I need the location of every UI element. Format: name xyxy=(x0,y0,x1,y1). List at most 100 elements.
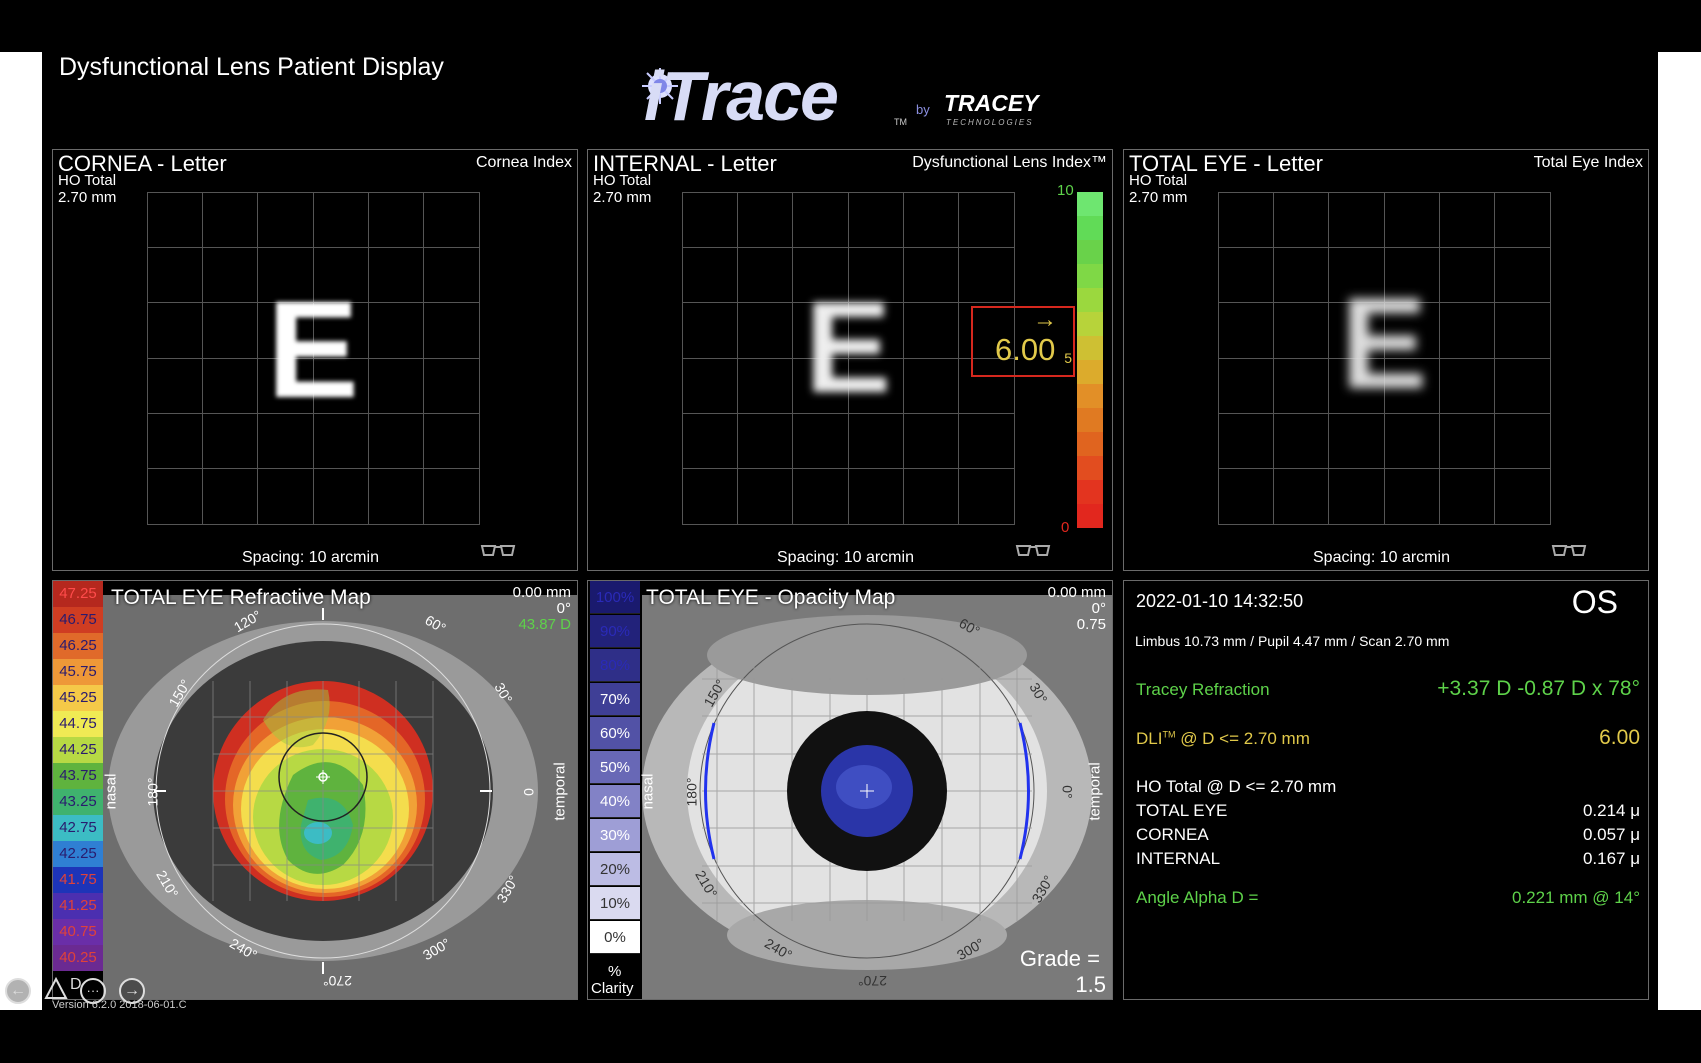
ho-row-label: INTERNAL xyxy=(1136,849,1221,868)
angle-0: 0° xyxy=(1059,785,1076,799)
map-value: 0.75 xyxy=(1076,616,1106,633)
exam-datetime: 2022-01-10 14:32:50 xyxy=(1136,591,1304,611)
dli-scale-segment xyxy=(1077,480,1103,504)
triangle-icon[interactable] xyxy=(44,977,68,1001)
psf-grid: E xyxy=(682,192,1015,525)
dli-scale-segment xyxy=(1077,408,1103,432)
dli-label-text: DLI xyxy=(1136,729,1163,748)
dli-scale-segment xyxy=(1077,264,1103,288)
map-diameter: 0.00 mm xyxy=(1047,584,1106,601)
angle-270: 270° xyxy=(323,973,352,989)
grade-value: 1.5 xyxy=(1075,972,1106,997)
version-label: Version 6.2.0 2018-06-01.C xyxy=(52,999,187,1011)
clarity-scale-cell: 80% xyxy=(590,649,640,682)
ho-row-value: 0.057 μ xyxy=(1582,825,1640,844)
clarity-scale-cell: 20% xyxy=(590,853,640,886)
angle-270: 270° xyxy=(858,973,887,989)
map-diameter: 0.00 mm xyxy=(512,584,571,601)
cornea-letter-panel: CORNEA - Letter HO Total 2.70 mm Cornea … xyxy=(52,149,578,571)
letter-e: E xyxy=(267,273,359,427)
left-margin xyxy=(0,52,42,1010)
clarity-scale: 100% 90% 80% 70% 60% 50% 40% 30% 20% 10% 0% xyxy=(590,581,640,961)
dli-scale-segment xyxy=(1077,456,1103,480)
spacing-label: Spacing: 10 arcmin xyxy=(777,549,914,566)
brand-text: TRACEY xyxy=(944,90,1039,116)
ho-row-label: TOTAL EYE xyxy=(1136,801,1228,820)
refractive-scale-cell: 46.75 xyxy=(53,607,103,633)
dli-summary-value: 6.00 xyxy=(1599,726,1640,749)
clarity-unit: % xyxy=(608,963,622,980)
dli-scale-top-label: 10 xyxy=(1057,182,1074,199)
arrow-left-icon[interactable]: ← xyxy=(5,978,31,1004)
arrow-right-icon[interactable]: → xyxy=(119,978,145,1004)
dli-scale-segment xyxy=(1077,336,1103,360)
dli-value: 6.00 xyxy=(995,332,1056,367)
dli-index-label: Dysfunctional Lens Index™ xyxy=(912,154,1107,171)
dli-scale-bottom-label: 0 xyxy=(1061,519,1070,536)
summary-panel: 2022-01-10 14:32:50 OS Limbus 10.73 mm /… xyxy=(1123,580,1649,1000)
logo-by: by xyxy=(916,102,930,117)
dli-scale-segment xyxy=(1077,360,1103,384)
clarity-scale-cell: 60% xyxy=(590,717,640,750)
dli-scale-segment xyxy=(1077,192,1103,216)
panel-diameter: 2.70 mm xyxy=(58,189,117,206)
dli-label-rest: @ D <= 2.70 mm xyxy=(1175,729,1310,748)
angle-alpha-label: Angle Alpha D = xyxy=(1136,888,1259,907)
angle-180: 180° xyxy=(144,777,161,807)
clarity-label: Clarity xyxy=(591,980,634,997)
dli-value-box: → 6.00 5 xyxy=(971,306,1075,377)
panel-subtitle: HO Total xyxy=(58,172,117,189)
grade-label: Grade = xyxy=(1019,946,1100,971)
angle-alpha-value: 0.221 mm @ 14° xyxy=(1512,888,1640,907)
refractive-scale-cell: 44.75 xyxy=(53,711,103,737)
angle-180: 180° xyxy=(683,777,700,807)
spacing-label: Spacing: 10 arcmin xyxy=(242,549,379,566)
clarity-scale-cell: 10% xyxy=(590,887,640,920)
map-angle: 0° xyxy=(1091,600,1106,617)
dli-scale-segment xyxy=(1077,312,1103,336)
refractive-scale-cell: 44.25 xyxy=(53,737,103,763)
clarity-scale-cell: 30% xyxy=(590,819,640,852)
refractive-map-title: TOTAL EYE Refractive Map xyxy=(111,586,371,609)
refractive-scale-cell: 45.75 xyxy=(53,659,103,685)
ho-row-value: 0.214 μ xyxy=(1582,801,1640,820)
ho-total-label: HO Total @ D <= 2.70 mm xyxy=(1136,777,1337,796)
glasses-icon[interactable] xyxy=(1551,542,1587,560)
glasses-icon[interactable] xyxy=(1015,542,1051,560)
dli-scale-segment xyxy=(1077,504,1103,528)
dli-scale-segment xyxy=(1077,216,1103,240)
refraction-value: +3.37 D -0.87 D x 78° xyxy=(1437,677,1640,700)
total-eye-letter-panel: TOTAL EYE - Letter HO Total 2.70 mm Tota… xyxy=(1123,149,1649,571)
clarity-scale-cell: 100% xyxy=(590,581,640,614)
refractive-scale-cell: 43.75 xyxy=(53,763,103,789)
more-icon[interactable]: ··· xyxy=(80,978,106,1004)
app-title: Dysfunctional Lens Patient Display xyxy=(59,53,444,81)
spacing-label: Spacing: 10 arcmin xyxy=(1313,549,1450,566)
refractive-scale-cell: 40.25 xyxy=(53,945,103,971)
hidden-label: D xyxy=(70,976,82,993)
refractive-scale-cell: 42.75 xyxy=(53,815,103,841)
map-angle: 0° xyxy=(556,600,571,617)
clarity-scale-cell: 50% xyxy=(590,751,640,784)
clarity-scale-cell: 40% xyxy=(590,785,640,818)
dli-label: DLITM @ D <= 2.70 mm xyxy=(1136,729,1310,749)
measurements: Limbus 10.73 mm / Pupil 4.47 mm / Scan 2… xyxy=(1135,633,1450,649)
glasses-icon[interactable] xyxy=(480,542,516,560)
temporal-label: temporal xyxy=(1086,762,1104,821)
refractive-map-panel: 47.25 46.75 46.25 45.75 45.25 44.75 44.25 43.75… xyxy=(52,580,578,1000)
panel-diameter: 2.70 mm xyxy=(593,189,652,206)
dli-scale-segment xyxy=(1077,384,1103,408)
letter-e: E xyxy=(805,274,892,420)
refractive-scale: 47.25 46.75 46.25 45.75 45.25 44.75 44.25 43.75… xyxy=(53,581,103,971)
refractive-scale-cell: 43.25 xyxy=(53,789,103,815)
refractive-map-image xyxy=(103,595,577,999)
refractive-scale-cell: 42.25 xyxy=(53,841,103,867)
panel-title: INTERNAL - Letter xyxy=(593,151,777,176)
ho-row-label: CORNEA xyxy=(1136,825,1209,844)
clarity-scale-cell: 90% xyxy=(590,615,640,648)
refractive-scale-cell: 45.25 xyxy=(53,685,103,711)
refraction-label: Tracey Refraction xyxy=(1136,680,1270,699)
psf-grid: E xyxy=(147,192,480,525)
itrace-logo: iTrace TM by TRACEY TECHNOLOGIES xyxy=(640,57,1060,135)
refractive-scale-cell: 46.25 xyxy=(53,633,103,659)
